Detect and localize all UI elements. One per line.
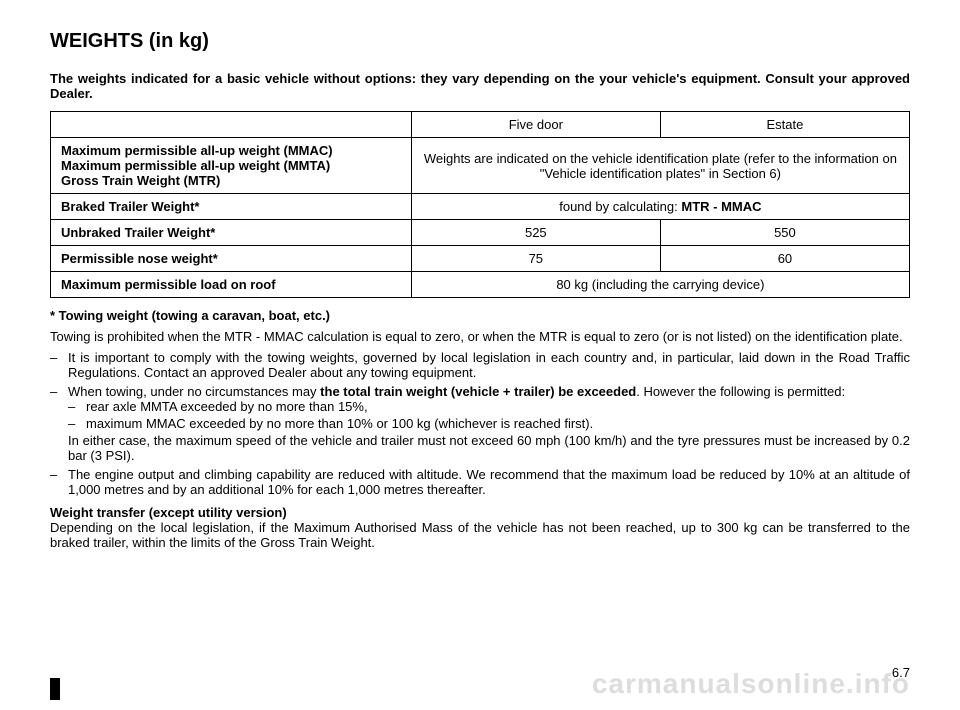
row-roof-label: Maximum permissible load on roof bbox=[51, 272, 412, 298]
intro-text: The weights indicated for a basic vehicl… bbox=[50, 71, 910, 101]
table-row: Maximum permissible load on roof 80 kg (… bbox=[51, 272, 910, 298]
towing-paragraph: Towing is prohibited when the MTR - MMAC… bbox=[50, 329, 910, 344]
list-item: maximum MMAC exceeded by no more than 10… bbox=[68, 416, 910, 431]
row-nose-label: Permissible nose weight* bbox=[51, 246, 412, 272]
row-braked-label: Braked Trailer Weight* bbox=[51, 194, 412, 220]
list-item: When towing, under no circumstances may … bbox=[50, 384, 910, 463]
b2-tail: In either case, the maximum speed of the… bbox=[68, 433, 910, 463]
row-mmac-label: Maximum permissible all-up weight (MMAC)… bbox=[51, 138, 412, 194]
b2-pre: When towing, under no circumstances may bbox=[68, 384, 320, 399]
sub-list: rear axle MMTA exceeded by no more than … bbox=[68, 399, 910, 431]
braked-formula: MTR - MMAC bbox=[681, 199, 761, 214]
row-nose-v2: 60 bbox=[660, 246, 909, 272]
table-row: Braked Trailer Weight* found by calculat… bbox=[51, 194, 910, 220]
transfer-body: Depending on the local legislation, if t… bbox=[50, 520, 910, 550]
row-braked-value: found by calculating: MTR - MMAC bbox=[411, 194, 909, 220]
list-item: rear axle MMTA exceeded by no more than … bbox=[68, 399, 910, 414]
row-unbraked-v1: 525 bbox=[411, 220, 660, 246]
list-item: It is important to comply with the towin… bbox=[50, 350, 910, 380]
watermark: carmanualsonline.info bbox=[592, 668, 910, 700]
b2-bold: the total train weight (vehicle + traile… bbox=[320, 384, 636, 399]
page-marker bbox=[50, 678, 60, 700]
row-roof-value: 80 kg (including the carrying device) bbox=[411, 272, 909, 298]
row-nose-v1: 75 bbox=[411, 246, 660, 272]
table-row: Permissible nose weight* 75 60 bbox=[51, 246, 910, 272]
weights-table: Five door Estate Maximum permissible all… bbox=[50, 111, 910, 298]
header-estate: Estate bbox=[660, 112, 909, 138]
row-mmac-value: Weights are indicated on the vehicle ide… bbox=[411, 138, 909, 194]
towing-title: * Towing weight (towing a caravan, boat,… bbox=[50, 308, 910, 323]
table-header-row: Five door Estate bbox=[51, 112, 910, 138]
bullet-list: It is important to comply with the towin… bbox=[50, 350, 910, 497]
table-row: Unbraked Trailer Weight* 525 550 bbox=[51, 220, 910, 246]
header-empty bbox=[51, 112, 412, 138]
row-unbraked-label: Unbraked Trailer Weight* bbox=[51, 220, 412, 246]
transfer-title: Weight transfer (except utility version) bbox=[50, 505, 910, 520]
braked-prefix: found by calculating: bbox=[559, 199, 681, 214]
row-unbraked-v2: 550 bbox=[660, 220, 909, 246]
header-five-door: Five door bbox=[411, 112, 660, 138]
list-item: The engine output and climbing capabilit… bbox=[50, 467, 910, 497]
b2-post: . However the following is permitted: bbox=[636, 384, 845, 399]
page-title: WEIGHTS (in kg) bbox=[50, 30, 910, 53]
table-row: Maximum permissible all-up weight (MMAC)… bbox=[51, 138, 910, 194]
